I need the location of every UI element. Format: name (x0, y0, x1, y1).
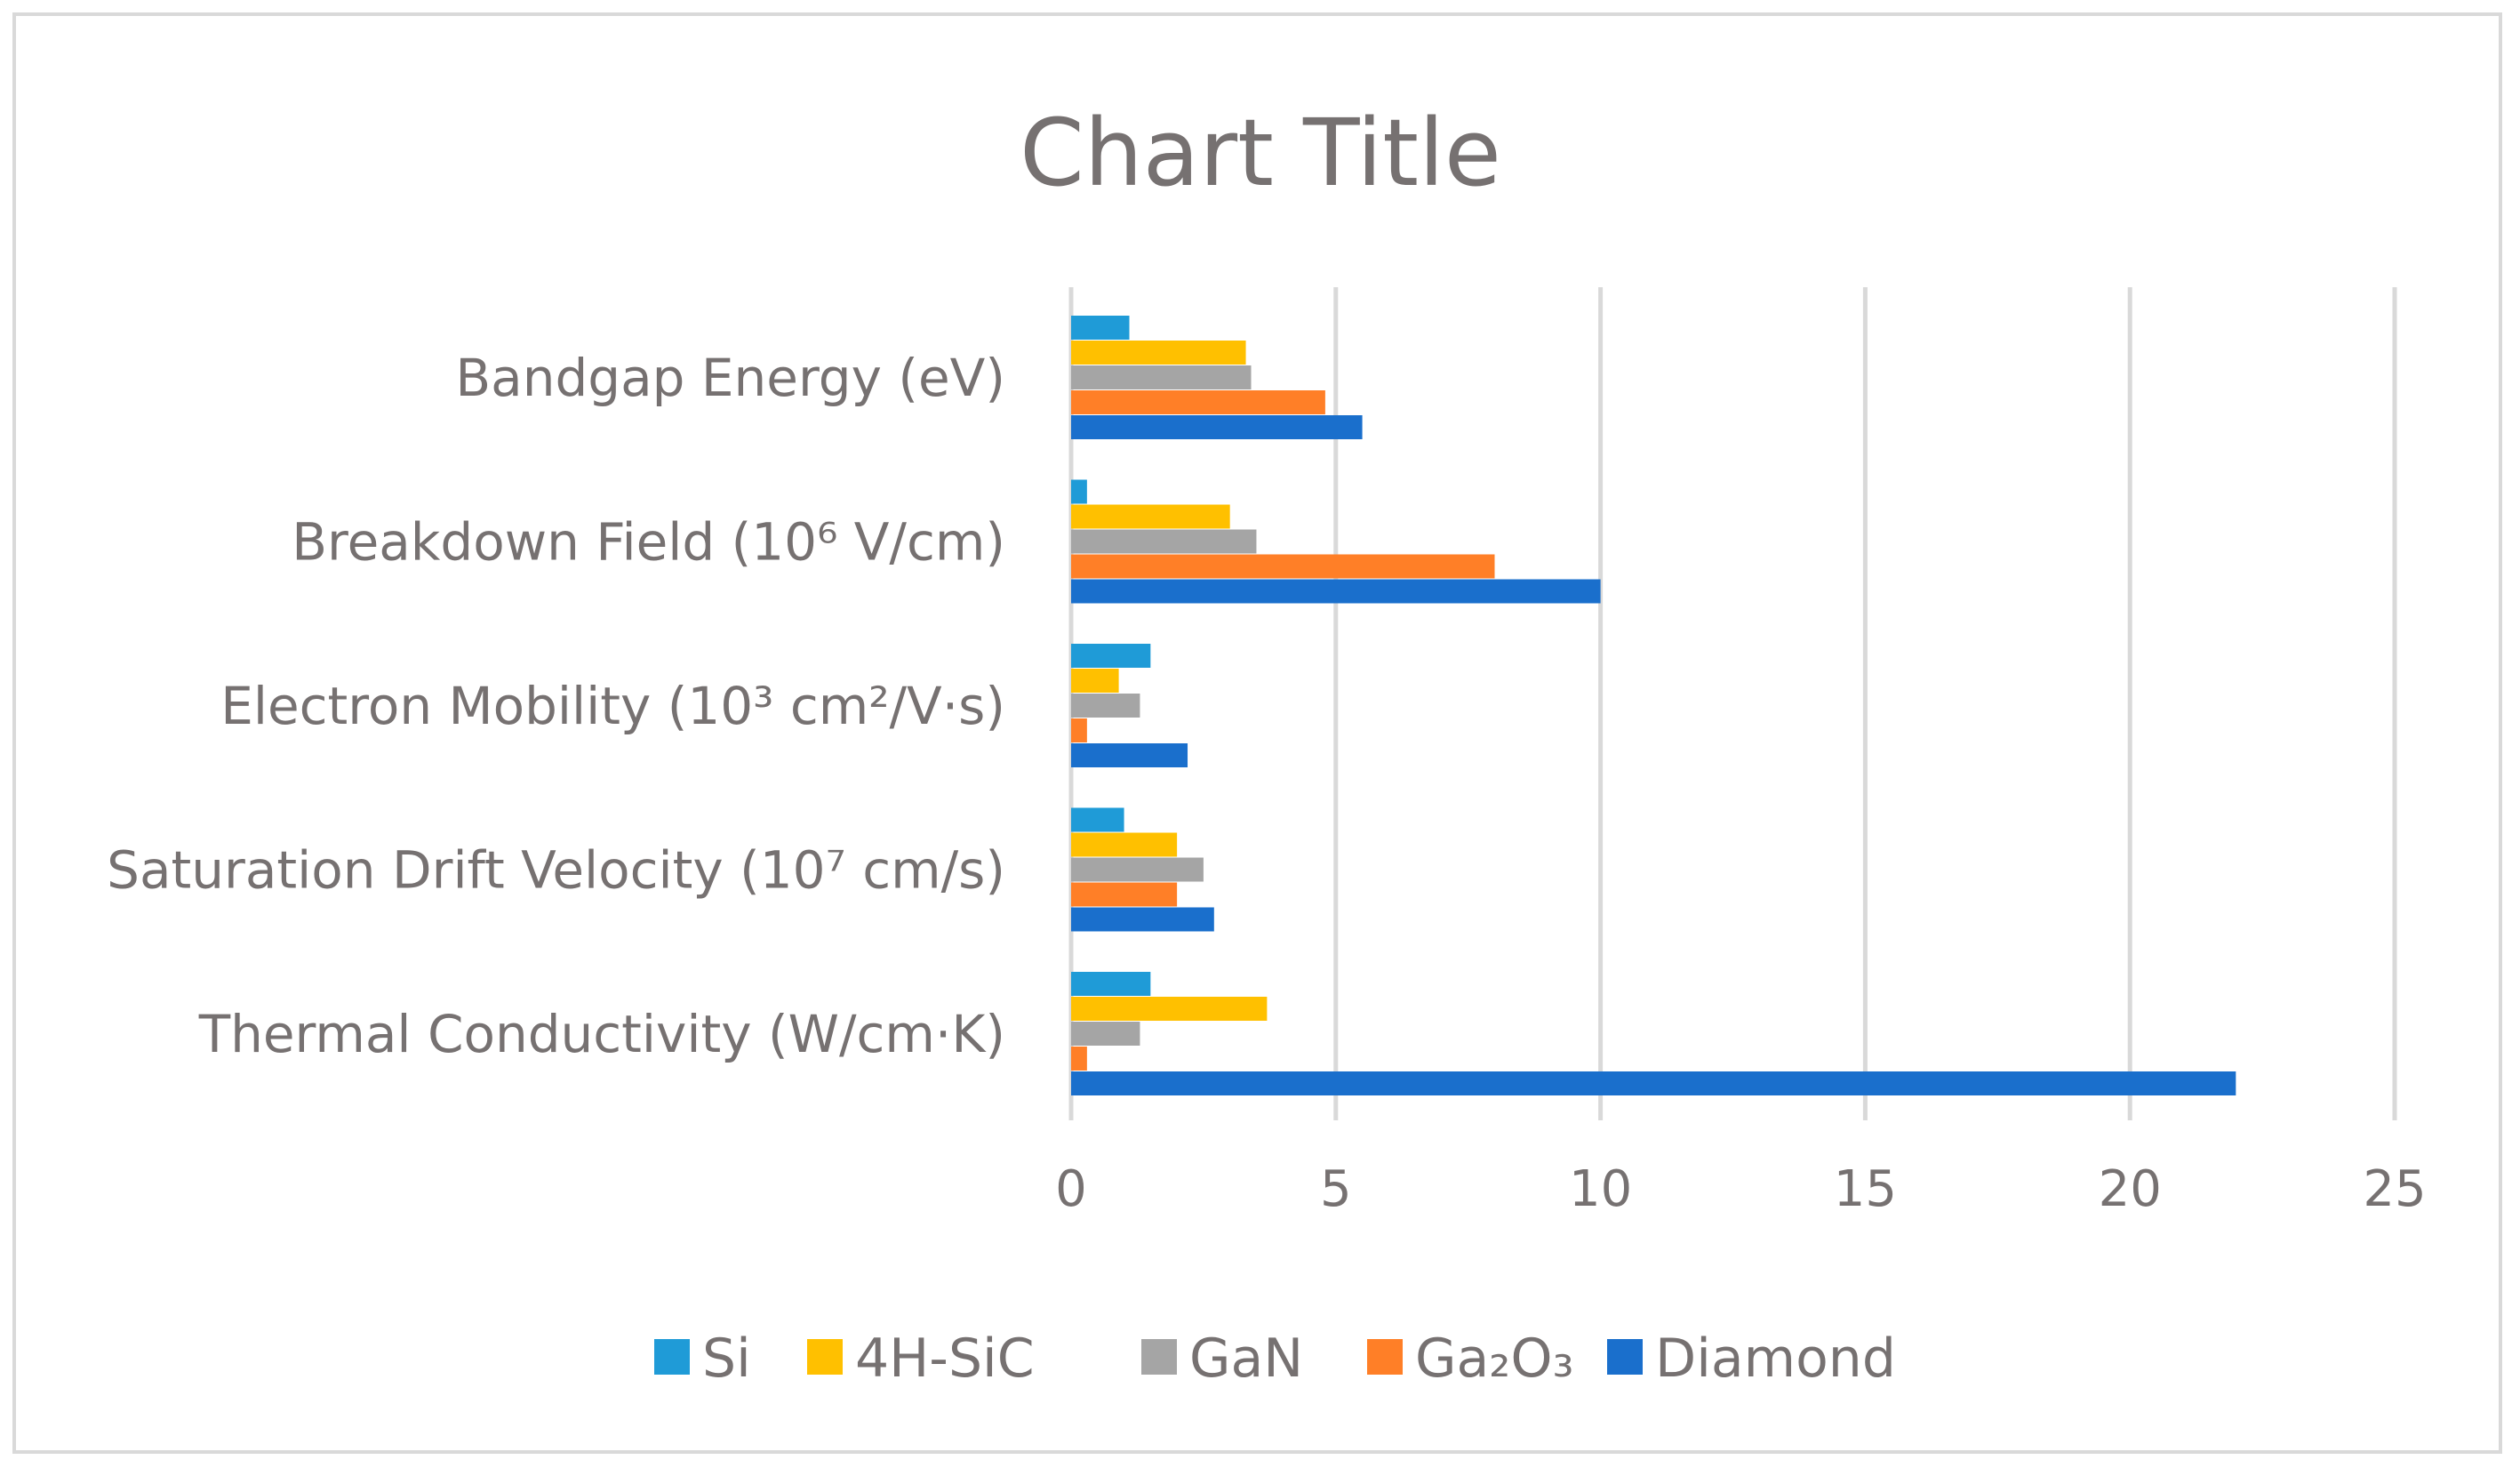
bar-Diamond-3 (1071, 907, 1214, 932)
bar-GaN-4 (1071, 1022, 1140, 1046)
legend-swatch-Ga₂O₃ (1367, 1339, 1403, 1375)
legend-label: Diamond (1655, 1328, 1896, 1390)
x-tick-label: 10 (1569, 1160, 1632, 1218)
bar-4H-SiC-2 (1071, 669, 1119, 693)
legend: Si 4H-SiC GaN Ga₂O₃ Diamond (654, 1328, 1896, 1390)
bar-Si-3 (1071, 807, 1124, 832)
bar-Ga₂O₃-3 (1071, 882, 1178, 907)
legend-swatch-4H-SiC (807, 1339, 843, 1375)
bar-chart: Chart Title Bandgap Energy (eV) Breakdown… (107, 99, 2426, 1390)
bar-4H-SiC-3 (1071, 832, 1178, 857)
bar-Diamond-4 (1071, 1071, 2236, 1095)
legend-swatch-GaN (1141, 1339, 1177, 1375)
category-labels: Bandgap Energy (eV) Breakdown Field (10⁶ … (107, 348, 1005, 1064)
chart-frame: Chart Title Bandgap Energy (eV) Breakdown… (12, 12, 2502, 1454)
bar-Ga₂O₃-0 (1071, 390, 1325, 414)
x-tick-label: 20 (2099, 1160, 2162, 1218)
bar-GaN-2 (1071, 694, 1140, 718)
chart-title: Chart Title (1020, 99, 1501, 207)
x-tick-label: 0 (1055, 1160, 1087, 1218)
category-label: Thermal Conductivity (W/cm·K) (198, 1004, 1005, 1064)
bar-Si-1 (1071, 479, 1087, 504)
legend-label: GaN (1189, 1328, 1303, 1390)
x-tick-label: 25 (2363, 1160, 2426, 1218)
bar-Diamond-2 (1071, 743, 1188, 767)
x-tick-label: 15 (1834, 1160, 1897, 1218)
legend-label: 4H-SiC (855, 1328, 1035, 1390)
bar-Ga₂O₃-1 (1071, 554, 1495, 579)
legend-swatch-Si (654, 1339, 690, 1375)
bar-Diamond-0 (1071, 415, 1363, 439)
bar-GaN-1 (1071, 529, 1257, 554)
bar-Si-0 (1071, 316, 1130, 340)
bar-Si-4 (1071, 972, 1151, 996)
x-tick-label: 5 (1320, 1160, 1352, 1218)
bar-4H-SiC-1 (1071, 504, 1230, 529)
legend-label: Si (702, 1328, 751, 1390)
bar-Diamond-1 (1071, 579, 1601, 604)
category-label: Saturation Drift Velocity (10⁷ cm/s) (107, 840, 1005, 901)
legend-label: Ga₂O₃ (1415, 1328, 1574, 1390)
bar-Si-2 (1071, 644, 1151, 668)
bar-4H-SiC-0 (1071, 341, 1246, 365)
legend-swatch-Diamond (1607, 1339, 1643, 1375)
bar-GaN-3 (1071, 857, 1204, 882)
bars (1071, 316, 2236, 1095)
bar-4H-SiC-4 (1071, 997, 1268, 1021)
bar-Ga₂O₃-4 (1071, 1047, 1087, 1071)
category-label: Breakdown Field (10⁶ V/cm) (292, 512, 1005, 573)
bar-GaN-0 (1071, 365, 1252, 389)
category-label: Electron Mobility (10³ cm²/V·s) (220, 676, 1005, 736)
category-label: Bandgap Energy (eV) (455, 348, 1005, 408)
bar-Ga₂O₃-2 (1071, 718, 1087, 742)
x-axis-ticks: 0 5 10 15 20 25 (1055, 1160, 2426, 1218)
